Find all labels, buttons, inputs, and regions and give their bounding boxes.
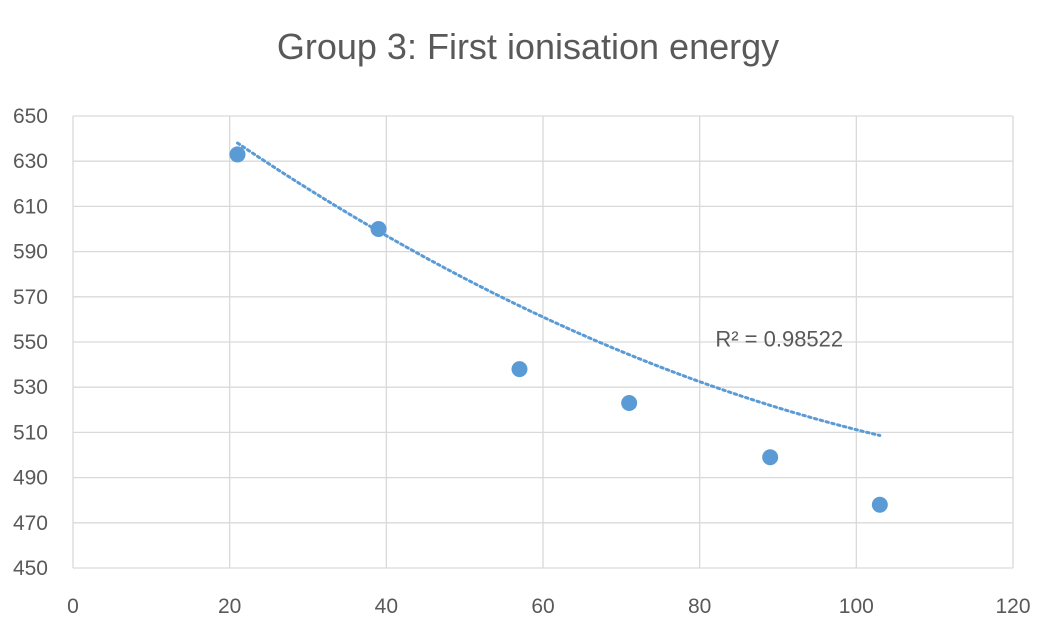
data-point <box>621 395 638 412</box>
y-tick-label: 570 <box>13 286 48 309</box>
grid <box>72 115 1014 569</box>
y-tick-label: 630 <box>13 150 48 173</box>
x-tick-label: 60 <box>531 595 554 618</box>
x-tick-label: 20 <box>218 595 241 618</box>
data-point <box>871 496 888 513</box>
data-point <box>370 221 387 237</box>
x-tick-label: 120 <box>995 595 1030 618</box>
r-squared-annotation: R² = 0.98522 <box>715 327 843 352</box>
y-tick-label: 450 <box>13 557 48 580</box>
data-point <box>229 146 246 163</box>
x-tick-label: 100 <box>839 595 874 618</box>
y-tick-label: 490 <box>13 467 48 490</box>
y-tick-label: 550 <box>13 331 48 354</box>
data-point <box>511 361 528 378</box>
chart-title: Group 3: First ionisation energy <box>276 26 780 67</box>
x-tick-label: 0 <box>67 595 79 618</box>
data-points <box>229 146 888 513</box>
y-tick-label: 510 <box>13 421 48 444</box>
trendline <box>236 141 882 437</box>
y-tick-label: 650 <box>13 105 48 128</box>
x-tick-label: 40 <box>375 595 398 618</box>
x-axis-ticks: 0 20 40 60 80 100 120 <box>67 595 1030 618</box>
x-tick-label: 80 <box>688 595 711 618</box>
y-axis-ticks: 450 470 490 510 530 550 570 590 610 630 650 <box>13 105 48 580</box>
y-tick-label: 590 <box>13 241 48 264</box>
y-tick-label: 470 <box>13 512 48 535</box>
y-tick-label: 610 <box>13 195 48 218</box>
y-tick-label: 530 <box>13 376 48 399</box>
data-point <box>762 449 779 466</box>
